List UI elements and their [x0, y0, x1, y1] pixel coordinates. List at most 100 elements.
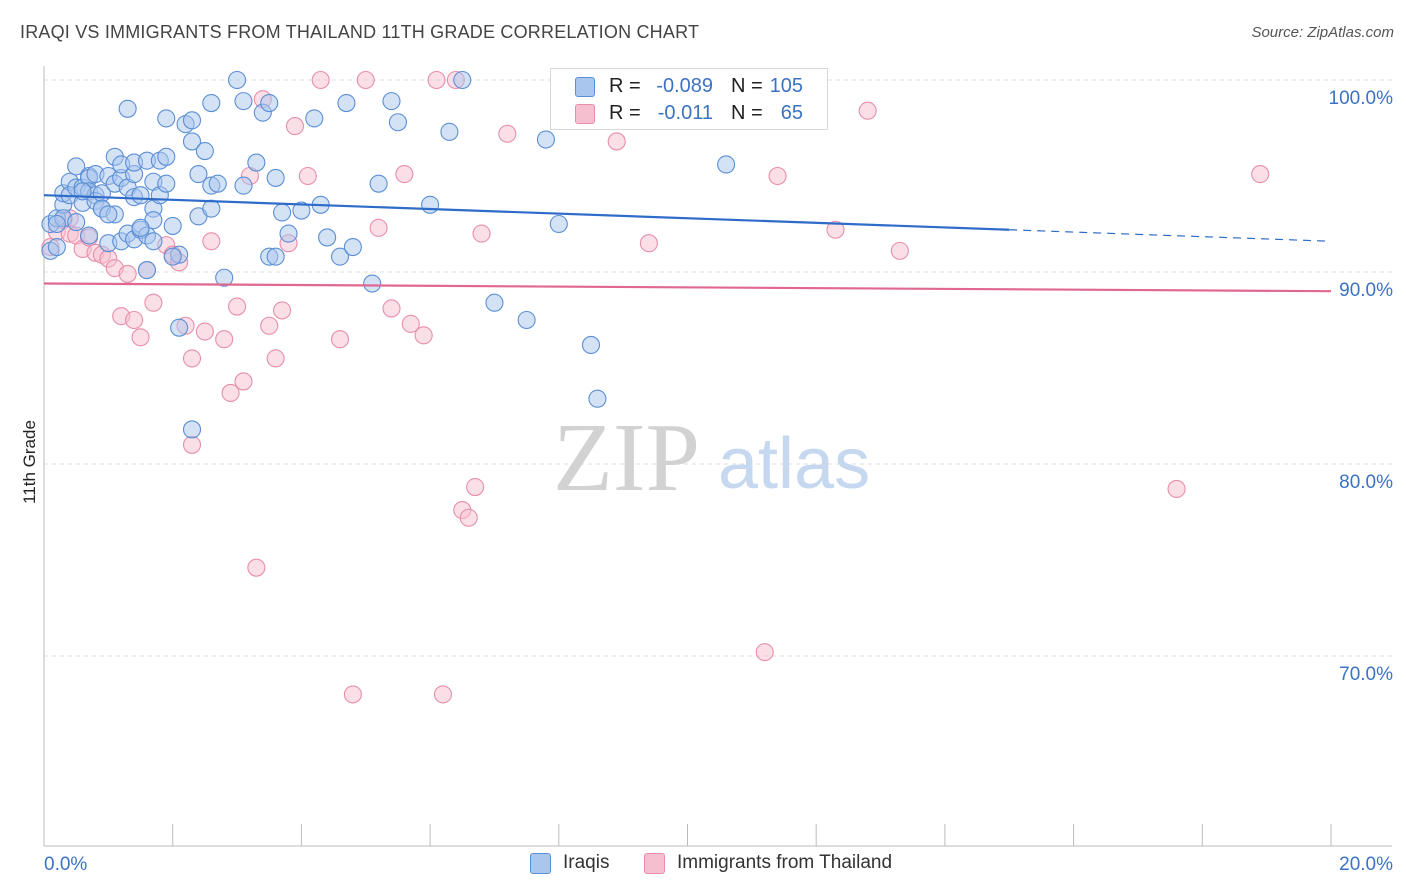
iraqis-point — [144, 232, 163, 251]
y-tick-label: 100.0% — [1329, 88, 1394, 109]
thailand-point — [1251, 165, 1270, 184]
iraqis-point — [453, 70, 472, 90]
iraqis-point — [588, 389, 607, 408]
trend-lines — [43, 194, 1332, 293]
y-tick-label: 70.0% — [1339, 664, 1393, 685]
iraqis-point — [202, 199, 221, 218]
iraqis-point — [388, 113, 407, 132]
thailand-point — [298, 166, 317, 186]
iraqis-point — [292, 201, 311, 220]
x-tick-label-max: 20.0% — [1339, 854, 1393, 875]
thailand-point — [607, 132, 626, 151]
iraqis-point — [195, 141, 214, 161]
iraqis-point — [536, 130, 555, 149]
thailand-point — [890, 241, 909, 260]
iraqis-point — [234, 92, 253, 111]
iraqis-point — [157, 109, 176, 128]
iraqis-point — [337, 93, 356, 113]
thailand-points — [41, 70, 1270, 704]
iraqis-point — [99, 205, 118, 224]
n-label: N = — [731, 102, 763, 124]
iraqis-point — [131, 186, 150, 205]
thailand-point — [427, 70, 446, 90]
watermark-atlas: atlas — [718, 424, 870, 504]
thailand-point — [228, 297, 247, 316]
iraqis-point — [421, 195, 440, 214]
thailand-point — [382, 299, 401, 318]
n-value: 105 — [769, 75, 803, 97]
iraqis-point — [118, 99, 137, 118]
thailand-point — [285, 117, 305, 136]
iraqis-point — [330, 247, 350, 266]
thailand-point — [401, 314, 420, 333]
axes — [43, 66, 1392, 847]
iraqis-point — [440, 122, 459, 141]
iraqis-point — [79, 226, 99, 245]
legend-label-iraqis: Iraqis — [563, 852, 610, 873]
thailand-point — [755, 643, 774, 662]
iraqis-point — [273, 203, 292, 222]
iraqis-point — [182, 420, 202, 439]
stats-row-iraqis: R = -0.089 N = 105 — [551, 74, 827, 100]
iraqis-point — [157, 147, 176, 166]
thailand-point — [343, 685, 362, 704]
thailand-point — [273, 301, 292, 320]
y-tick-label: 80.0% — [1339, 472, 1393, 493]
iraqis-point — [260, 93, 279, 113]
thailand-point — [498, 124, 517, 143]
iraqis-point — [485, 293, 504, 312]
iraqis-points — [41, 70, 736, 439]
iraqis-point — [581, 335, 601, 355]
iraqis-point — [182, 132, 202, 151]
iraqis-point — [163, 247, 182, 266]
legend-label-thailand: Immigrants from Thailand — [677, 852, 893, 873]
iraqis-point — [189, 165, 208, 184]
iraqis-point — [137, 261, 157, 280]
watermark: ZIP atlas — [553, 404, 870, 512]
iraqis-point — [170, 318, 189, 337]
iraqis-point — [517, 310, 536, 330]
thailand-point — [433, 685, 453, 704]
thailand-point — [215, 330, 234, 349]
n-label: N = — [731, 75, 763, 97]
iraqis-point — [279, 224, 298, 243]
iraqis-point — [47, 237, 66, 257]
thailand-point — [768, 166, 787, 186]
watermark-zip: ZIP — [553, 404, 700, 512]
thailand-point — [459, 508, 478, 527]
thailand-point — [182, 349, 202, 368]
thailand-point — [826, 220, 845, 239]
n-value: 65 — [780, 102, 803, 124]
thailand-point — [266, 349, 285, 368]
stats-box: R = -0.089 N = 105 R = -0.011 N = 65 — [550, 68, 828, 130]
iraqis-point — [47, 214, 66, 234]
iraqis-point — [215, 268, 234, 287]
x-tick-label-min: 0.0% — [44, 854, 87, 875]
thailand-point — [311, 70, 330, 90]
thailand-point — [195, 322, 214, 341]
thailand-point — [1167, 479, 1186, 499]
thailand-point — [182, 435, 202, 454]
thailand-legend-swatch — [644, 853, 665, 874]
iraqis-point — [266, 247, 285, 266]
iraqis-point — [202, 93, 221, 113]
thailand-point — [234, 372, 253, 391]
thailand-point — [639, 234, 658, 253]
iraqis-point — [305, 109, 324, 128]
thailand-point — [260, 316, 279, 335]
thailand-point — [144, 293, 163, 312]
thailand-point — [466, 477, 485, 497]
thailand-point — [125, 310, 144, 330]
iraqis-point — [67, 157, 86, 176]
iraqis-point — [234, 176, 253, 195]
r-label: R = — [609, 102, 641, 124]
iraqis-swatch — [575, 77, 595, 97]
thailand-point — [472, 224, 491, 243]
y-tick-label: 90.0% — [1339, 280, 1393, 301]
iraqis-point — [382, 92, 401, 111]
r-value: -0.011 — [657, 102, 713, 124]
thailand-point — [414, 326, 433, 345]
chart-title: IRAQI VS IMMIGRANTS FROM THAILAND 11TH G… — [20, 22, 700, 42]
iraqis-point — [131, 218, 150, 237]
